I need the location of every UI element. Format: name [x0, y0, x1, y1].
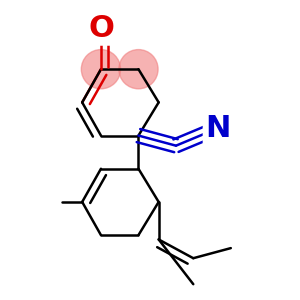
Text: O: O: [88, 14, 114, 43]
Text: N: N: [205, 114, 230, 143]
Circle shape: [119, 50, 158, 89]
Circle shape: [81, 50, 121, 89]
